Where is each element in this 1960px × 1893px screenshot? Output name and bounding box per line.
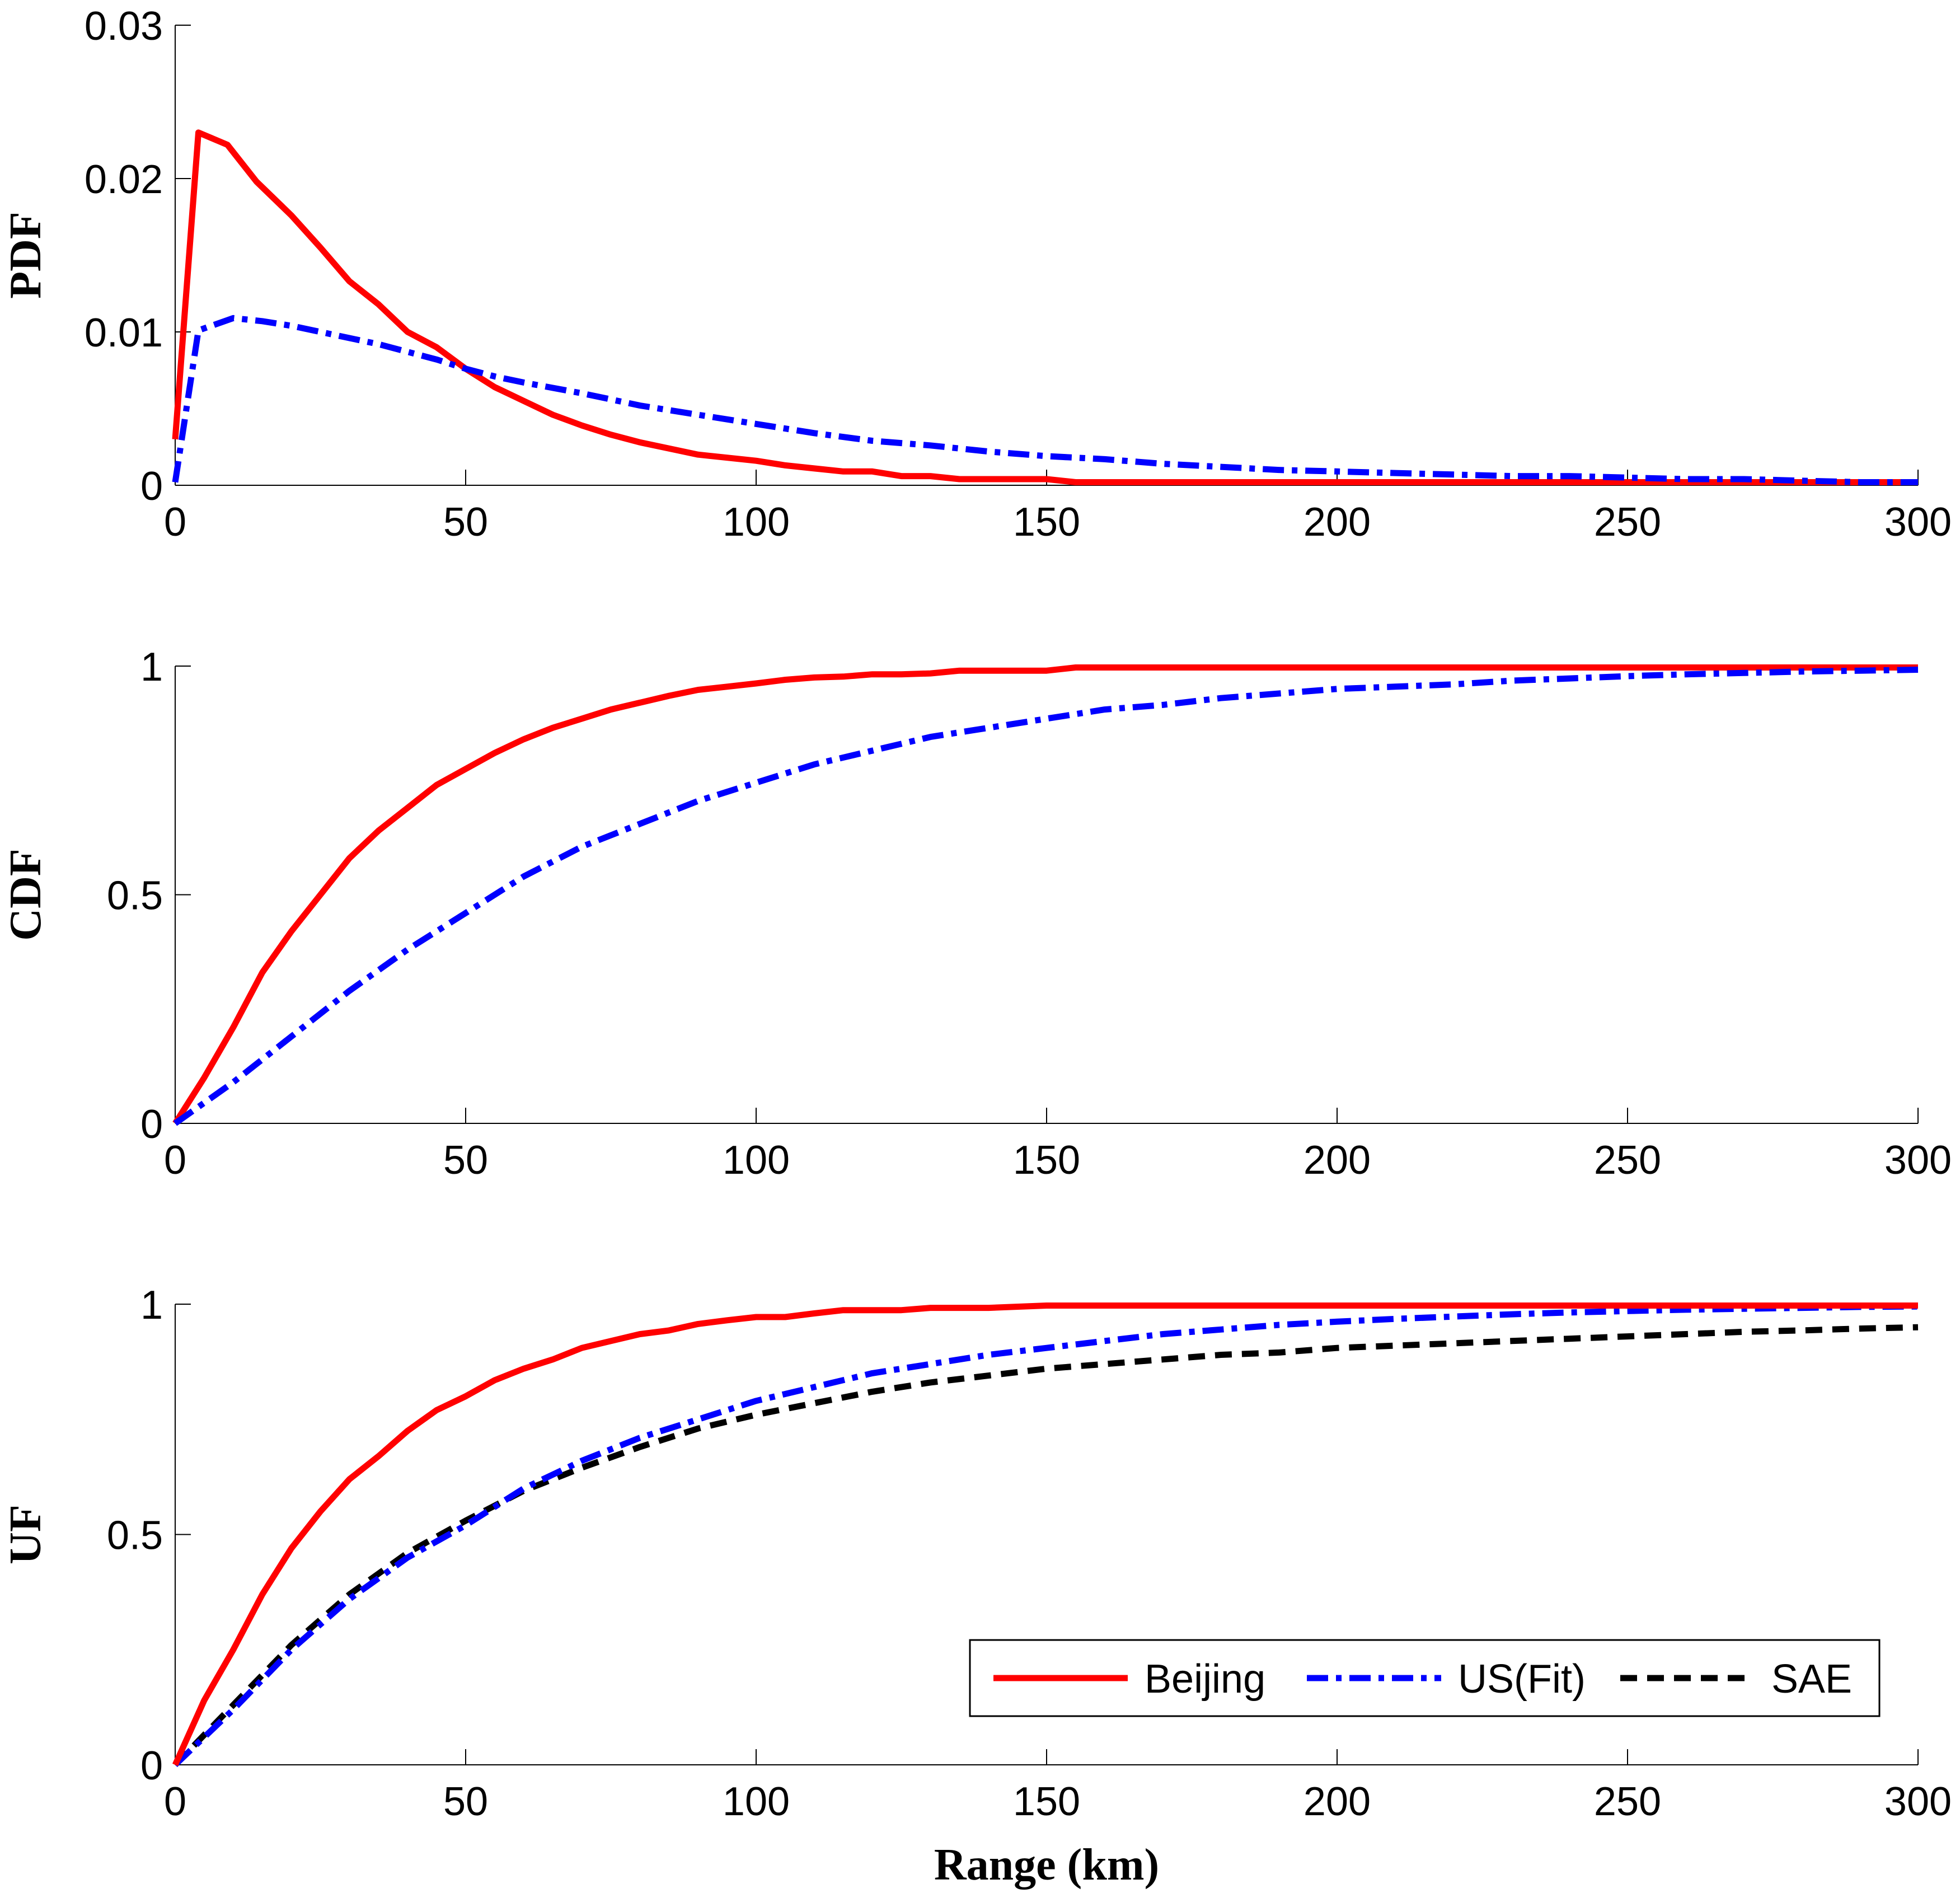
legend: Beijing US(Fit) SAE <box>969 1639 1881 1717</box>
series-line-beijing <box>172 664 1918 1125</box>
x-tick-label: 100 <box>723 500 790 545</box>
x-tick-label: 150 <box>1013 1779 1080 1824</box>
y-tick-label: 0.03 <box>85 4 163 49</box>
y-tick-label: 0 <box>140 1102 163 1147</box>
y-tick-label: 1 <box>140 645 163 690</box>
series-line-us-fit <box>173 1303 1919 1767</box>
x-tick-label: 300 <box>1884 1138 1952 1183</box>
y-axis-title: UF <box>1 1505 50 1564</box>
series-line-us-fit <box>173 667 1919 1126</box>
x-tick-label: 250 <box>1594 1779 1661 1824</box>
chart-panel-cdf: 0 50 100 150 200 250 300 0 0.5 1 CDF <box>1 645 1952 1183</box>
x-tick-label: 150 <box>1013 500 1080 545</box>
y-tick-label: 1 <box>140 1283 163 1328</box>
series-line-us-fit <box>172 315 1918 485</box>
x-tick-label: 100 <box>723 1779 790 1824</box>
chart-panel-pdf: 0 50 100 150 200 250 300 0 0.01 0.02 0.03 PDF <box>1 4 1952 545</box>
y-tick-label: 0.5 <box>107 874 163 919</box>
legend-label: SAE <box>1771 1657 1852 1702</box>
x-tick-label: 100 <box>723 1138 790 1183</box>
legend-label: US(Fit) <box>1458 1657 1586 1702</box>
y-tick-label: 0 <box>140 464 163 509</box>
y-tick-label: 0.02 <box>85 157 163 202</box>
x-tick-label: 300 <box>1884 500 1952 545</box>
x-tick-label: 200 <box>1303 500 1371 545</box>
x-axis-title: Range (km) <box>934 1840 1159 1890</box>
x-tick-label: 250 <box>1594 1138 1661 1183</box>
x-tick-label: 250 <box>1594 500 1661 545</box>
x-tick-label: 200 <box>1303 1779 1371 1824</box>
series-line-beijing <box>172 129 1918 485</box>
x-tick-label: 0 <box>164 500 186 545</box>
x-tick-label: 50 <box>443 1138 488 1183</box>
y-tick-label: 0.01 <box>85 311 163 355</box>
y-axis-title: CDF <box>1 849 50 940</box>
y-tick-label: 0 <box>140 1744 163 1788</box>
series-line-sae <box>173 1324 1919 1767</box>
chart-panel-uf: 0 50 100 150 200 250 300 0 0.5 1 UF Range (km) Beiji… <box>1 1283 1952 1890</box>
x-tick-label: 0 <box>164 1138 186 1183</box>
x-tick-label: 50 <box>443 500 488 545</box>
x-tick-label: 150 <box>1013 1138 1080 1183</box>
y-axis-title: PDF <box>1 212 50 299</box>
y-tick-label: 0.5 <box>107 1514 163 1558</box>
x-tick-label: 0 <box>164 1779 186 1824</box>
x-tick-label: 300 <box>1884 1779 1952 1824</box>
series-line-beijing <box>172 1302 1918 1767</box>
legend-label: Beijing <box>1145 1657 1265 1702</box>
x-tick-label: 200 <box>1303 1138 1371 1183</box>
x-tick-label: 50 <box>443 1779 488 1824</box>
